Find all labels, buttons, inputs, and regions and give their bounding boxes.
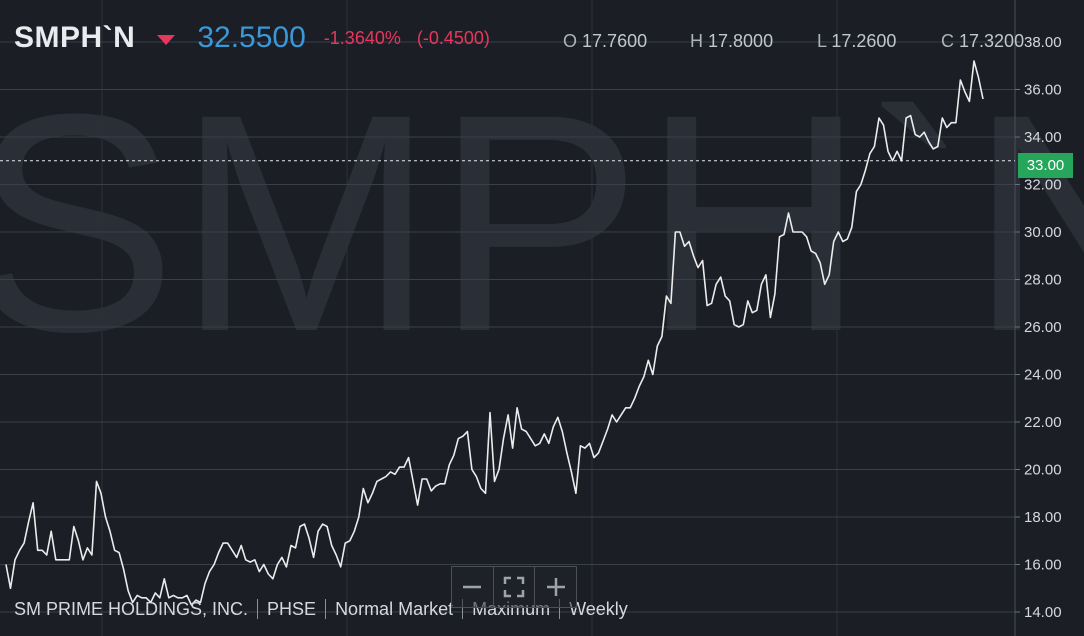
y-tick-label: 30.00 bbox=[1024, 224, 1062, 241]
high-value: 17.8000 bbox=[708, 31, 774, 51]
y-tick-label: 22.00 bbox=[1024, 414, 1062, 431]
zoom-in-button[interactable] bbox=[535, 567, 576, 607]
low-label: L bbox=[817, 31, 827, 51]
y-tick-label: 24.00 bbox=[1024, 367, 1062, 384]
ohlc-low: L 17.2600 bbox=[817, 31, 896, 52]
y-tick-label: 32.00 bbox=[1024, 177, 1062, 194]
chart-grid bbox=[0, 0, 1015, 636]
separator bbox=[462, 599, 464, 619]
minus-icon bbox=[463, 585, 482, 589]
y-axis-ticks: 14.00 16.00 18.00 20.00 22.00 24.00 26.00 28.00… bbox=[1015, 34, 1062, 621]
high-label: H bbox=[690, 31, 703, 51]
last-price: 32.5500 bbox=[197, 21, 306, 54]
close-label: C bbox=[941, 31, 954, 51]
low-value: 17.2600 bbox=[831, 31, 897, 51]
y-tick-label: 16.00 bbox=[1024, 557, 1062, 574]
zoom-out-button[interactable] bbox=[452, 567, 494, 607]
ticker-symbol: SMPH`N bbox=[14, 21, 136, 54]
current-price-tag: 33.00 bbox=[1018, 153, 1073, 178]
y-tick-label: 20.00 bbox=[1024, 462, 1062, 479]
fit-chart-button[interactable] bbox=[494, 567, 536, 607]
ohlc-open: O 17.7600 bbox=[563, 31, 647, 52]
close-value: 17.3200 bbox=[959, 31, 1025, 51]
separator bbox=[325, 599, 327, 619]
change-absolute: (-0.4500) bbox=[416, 27, 490, 48]
zoom-controls bbox=[451, 566, 577, 608]
ohlc-high: H 17.8000 bbox=[690, 31, 773, 52]
y-tick-label: 26.00 bbox=[1024, 319, 1062, 336]
open-value: 17.7600 bbox=[582, 31, 648, 51]
y-tick-label: 34.00 bbox=[1024, 129, 1062, 146]
y-tick-label: 14.00 bbox=[1024, 604, 1062, 621]
down-triangle-icon bbox=[157, 35, 176, 45]
plus-icon bbox=[546, 578, 565, 596]
y-tick-label: 38.00 bbox=[1024, 34, 1062, 51]
y-tick-label: 28.00 bbox=[1024, 272, 1062, 289]
watermark-text: SMPH`N bbox=[0, 49, 1084, 396]
price-series-line bbox=[5, 60, 984, 606]
fullscreen-corners-icon bbox=[503, 576, 525, 598]
y-tick-label: 36.00 bbox=[1024, 82, 1062, 99]
company-name: SM PRIME HOLDINGS, INC. bbox=[14, 598, 249, 619]
market-status: Normal Market bbox=[335, 598, 454, 619]
interval-selector[interactable]: Weekly bbox=[569, 598, 628, 619]
change-percent: -1.3640% bbox=[323, 27, 401, 48]
quote-header: SMPH`N 32.5500 -1.3640% (-0.4500) bbox=[14, 18, 490, 58]
ohlc-close: C 17.3200 bbox=[941, 31, 1024, 52]
separator bbox=[257, 599, 259, 619]
open-label: O bbox=[563, 31, 578, 51]
y-tick-label: 18.00 bbox=[1024, 509, 1062, 526]
exchange-name: PHSE bbox=[267, 598, 317, 619]
separator bbox=[559, 599, 561, 619]
